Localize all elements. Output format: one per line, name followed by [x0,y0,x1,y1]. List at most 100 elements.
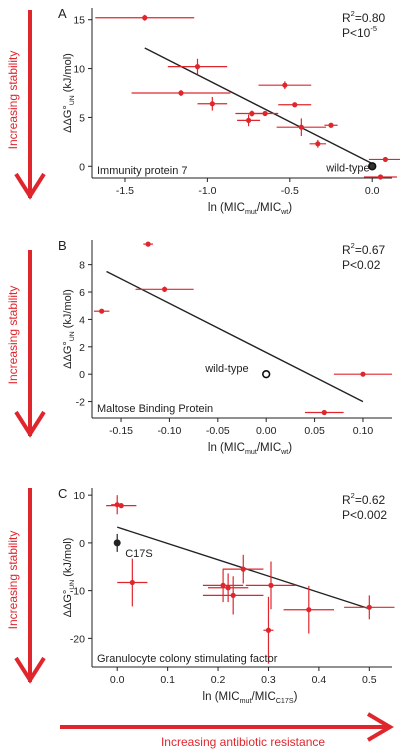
point-marker [377,174,384,180]
r-squared-label: R2=0.67 [342,241,386,257]
x-tick-label: -0.05 [206,425,230,437]
data-point [143,241,153,247]
resistance-label: Increasing antibiotic resistance [161,735,325,749]
point-marker [142,15,148,21]
stability-label-a: Increasing stability [6,51,20,150]
data-point [95,14,195,21]
data-point [117,558,148,607]
data-point [245,561,297,610]
data-point [263,596,274,664]
data-point [368,156,400,163]
point-marker [315,141,321,147]
point-marker [230,592,236,599]
point-marker [292,102,298,108]
y-axis-label: ΔΔG°UN (kJ/mol) [62,53,76,133]
y-tick-label: 4 [79,314,85,326]
resistance-arrow [60,712,394,742]
data-point [344,595,395,620]
point-marker [129,579,135,586]
point-marker [321,409,327,416]
data-point [237,114,261,127]
point-marker [265,627,272,633]
p-value-label: P<0.002 [342,508,387,522]
panel-protein-title: Maltose Binding Protein [97,403,213,415]
p-value-label: P<0.02 [342,258,381,272]
data-point [304,409,344,416]
r-squared-label: R2=0.80 [342,9,386,25]
y-tick-label: 5 [79,112,85,124]
panel-b-maltose-binding-protein: B -0.15 -0.10 -0.05 0.00 0.05 0.10 -2 0 2 4 6 8 ΔΔG°U… [58,238,392,456]
fit-line [106,270,364,403]
y-tick-label: -20 [70,633,85,645]
y-tick-label: 15 [73,15,85,27]
x-tick-label: 0.1 [160,674,175,686]
data-point [131,90,231,96]
y-tick-label: 2 [79,342,85,354]
point-marker [382,156,389,163]
panel-protein-title: Immunity protein 7 [97,165,187,177]
panel-letter: B [58,238,67,253]
stability-label-b: Increasing stability [6,286,20,385]
x-axis-label: ln (MICmut/MICwt) [208,442,292,456]
data-point [167,58,228,75]
reference-label: C17S [125,548,153,560]
y-tick-label: 10 [73,64,85,76]
y-axis-label: ΔΔG°UN (kJ/mol) [62,289,76,369]
data-point [324,122,338,128]
x-tick-label: 0.0 [110,674,125,686]
data-point [207,573,249,603]
point-marker [99,308,105,314]
x-tick-label: 0.3 [261,674,276,686]
point-marker [209,101,215,107]
panel-c-gcsf: C 0.0 0.1 0.2 0.3 0.4 0.5 -20 -10 0 10 ΔΔG°UN (kJ/m… [58,486,395,705]
x-tick-label: -0.15 [109,425,133,437]
data-point [202,568,244,603]
y-tick-label: 8 [79,260,85,272]
point-marker [306,607,312,613]
point-marker [194,64,201,70]
panel-protein-title: Granulocyte colony stimulating factor [97,653,278,665]
data-point [197,96,228,111]
y-tick-label: 0 [79,369,85,381]
panel-letter: A [58,6,67,21]
point-marker [268,582,274,588]
x-axis-label: ln (MICmut/MICwt) [208,202,292,216]
data-point [278,102,312,108]
reference-label: wild-type [204,363,248,375]
point-marker [220,582,226,588]
y-tick-label: 6 [79,287,85,299]
point-marker [118,503,124,509]
reference-point [261,369,271,379]
point-marker [262,110,268,117]
x-axis-label: ln (MICmut/MICC17S) [203,691,298,705]
x-tick-label: 0.00 [256,425,277,437]
point-marker [366,604,372,610]
x-tick-label: 0.05 [304,425,325,437]
reference-point [113,539,121,547]
x-tick-label: 0.10 [353,425,374,437]
x-tick-label: -1.0 [198,185,216,197]
y-tick-label: 10 [73,490,85,502]
y-axis-label-text: ΔΔG°UN (kJ/mol) [62,538,76,618]
y-tick-label: 0 [79,538,85,550]
y-tick-label: 0 [79,161,85,173]
y-tick-label: -10 [70,586,85,598]
data-point [93,308,110,314]
point-marker [328,122,334,128]
data-point [333,371,392,377]
point-marker [178,90,184,96]
point-marker [240,566,246,572]
reference-point [368,162,377,171]
y-tick-label: -2 [76,397,85,409]
data-point [135,286,194,293]
p-value-label: P<10-5 [342,24,377,40]
data-point [223,554,264,584]
data-point [363,174,397,180]
y-axis-label-text: ΔΔG°UN (kJ/mol) [62,53,76,133]
data-point [283,585,335,634]
point-marker [245,117,252,123]
fit-line [144,47,376,166]
point-marker [161,286,168,292]
point-marker [145,241,151,247]
